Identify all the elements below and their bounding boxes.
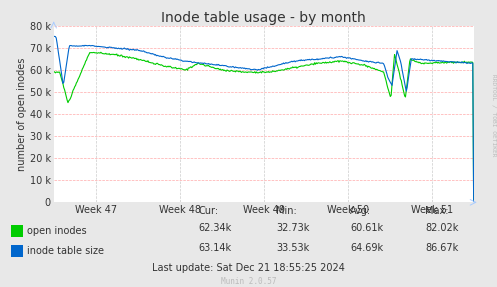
Text: 82.02k: 82.02k xyxy=(425,223,458,233)
Text: open inodes: open inodes xyxy=(27,226,87,236)
Title: Inode table usage - by month: Inode table usage - by month xyxy=(162,11,366,25)
Text: 62.34k: 62.34k xyxy=(199,223,232,233)
Text: Cur:: Cur: xyxy=(199,206,219,216)
Text: inode table size: inode table size xyxy=(27,246,104,256)
Text: 63.14k: 63.14k xyxy=(199,243,232,253)
Text: 32.73k: 32.73k xyxy=(276,223,309,233)
Text: RRDTOOL / TOBI OETIKER: RRDTOOL / TOBI OETIKER xyxy=(491,73,496,156)
Text: 60.61k: 60.61k xyxy=(350,223,384,233)
Text: 33.53k: 33.53k xyxy=(276,243,309,253)
Text: 86.67k: 86.67k xyxy=(425,243,458,253)
Text: 64.69k: 64.69k xyxy=(350,243,384,253)
Text: Munin 2.0.57: Munin 2.0.57 xyxy=(221,277,276,286)
Text: Avg:: Avg: xyxy=(350,206,372,216)
Text: Last update: Sat Dec 21 18:55:25 2024: Last update: Sat Dec 21 18:55:25 2024 xyxy=(152,263,345,273)
Text: Max:: Max: xyxy=(425,206,448,216)
Y-axis label: number of open inodes: number of open inodes xyxy=(17,57,27,171)
Text: Min:: Min: xyxy=(276,206,297,216)
